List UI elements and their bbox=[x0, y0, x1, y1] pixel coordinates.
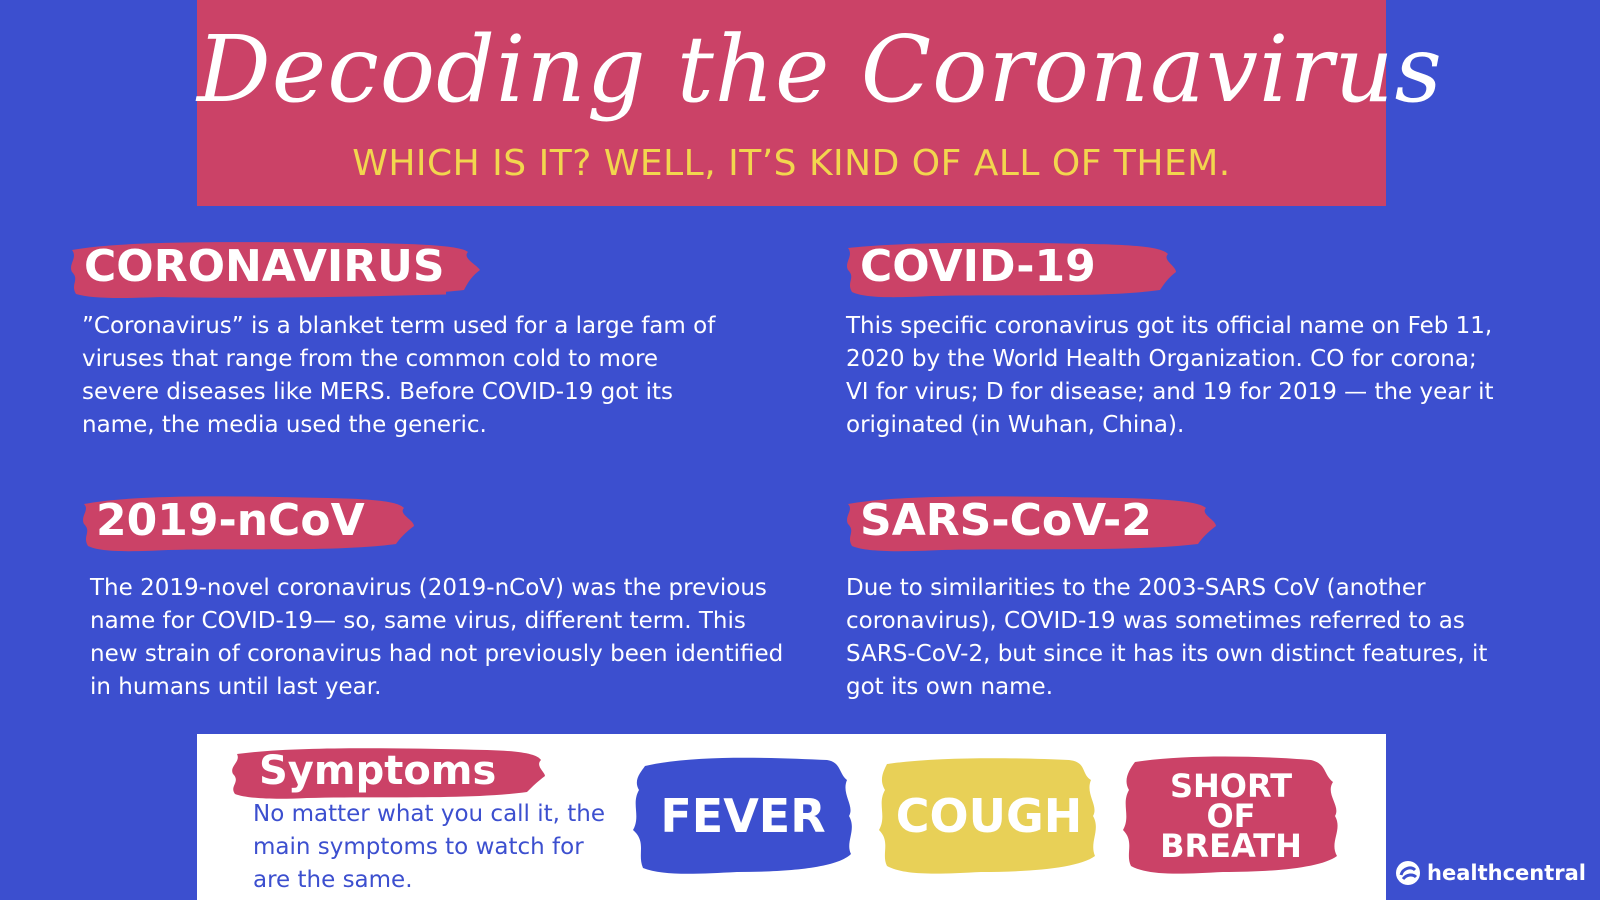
section-heading: SARS-CoV-2 bbox=[860, 495, 1152, 546]
section-heading: COVID-19 bbox=[860, 241, 1096, 292]
section-heading-wrapper: CORONAVIRUS bbox=[66, 236, 746, 298]
symptom-label: FEVER bbox=[660, 789, 826, 843]
section-heading-wrapper: 2019-nCoV bbox=[78, 490, 798, 552]
section-2019-ncov: 2019-nCoV The 2019-novel coronavirus (20… bbox=[78, 490, 798, 704]
symptom-label-line: BREATH bbox=[1160, 827, 1302, 865]
symptoms-panel: Symptoms No matter what you call it, the… bbox=[197, 734, 1386, 900]
brush-stroke-shape bbox=[879, 758, 1096, 874]
symptom-label-line: SHORT bbox=[1169, 767, 1293, 805]
section-heading-wrapper: SARS-CoV-2 bbox=[842, 490, 1502, 552]
brush-stroke-shape bbox=[232, 748, 545, 799]
section-covid-19: COVID-19 This specific coronavirus got i… bbox=[842, 236, 1502, 442]
section-text: Due to similarities to the 2003-SARS CoV… bbox=[846, 575, 1488, 700]
section-coronavirus: CORONAVIRUS ”Coronavirus” is a blanket t… bbox=[66, 236, 746, 442]
page-title: Decoding the Coronavirus bbox=[197, 16, 1443, 123]
symptoms-heading: Symptoms bbox=[259, 748, 497, 794]
symptoms-heading-wrapper: Symptoms bbox=[227, 744, 547, 800]
symptom-label-line: OF bbox=[1206, 797, 1256, 835]
section-heading-wrapper: COVID-19 bbox=[842, 236, 1502, 298]
symptoms-text: No matter what you call it, the main sym… bbox=[253, 801, 606, 893]
symptom-label: COUGH bbox=[895, 789, 1083, 843]
brush-stroke-shape bbox=[1123, 756, 1338, 874]
brush-stroke-shape bbox=[847, 242, 1176, 298]
page-subtitle: WHICH IS IT? WELL, IT’S KIND OF ALL OF T… bbox=[352, 143, 1231, 184]
symptom-fever: FEVER bbox=[627, 750, 859, 882]
section-heading: CORONAVIRUS bbox=[84, 241, 445, 292]
section-heading: 2019-nCoV bbox=[96, 495, 365, 546]
section-sars-cov-2: SARS-CoV-2 Due to similarities to the 20… bbox=[842, 490, 1502, 704]
brush-stroke-shape bbox=[847, 496, 1216, 552]
brush-stroke-shape bbox=[71, 242, 480, 298]
healthcentral-logo-icon bbox=[1396, 861, 1421, 885]
brush-stroke-shape bbox=[83, 496, 414, 552]
section-text: ”Coronavirus” is a blanket term used for… bbox=[82, 313, 716, 438]
section-text: This specific coronavirus got its offici… bbox=[846, 313, 1494, 438]
section-text: The 2019-novel coronavirus (2019-nCoV) w… bbox=[90, 575, 784, 700]
symptom-label: SHORT OF BREATH bbox=[1115, 750, 1347, 882]
header-banner: Decoding the Coronavirus WHICH IS IT? WE… bbox=[197, 0, 1443, 206]
brand-name: healthcentral bbox=[1427, 861, 1586, 885]
healthcentral-logo[interactable]: healthcentral bbox=[1395, 860, 1586, 886]
symptom-cough: COUGH bbox=[873, 750, 1105, 882]
brush-stroke-shape bbox=[633, 757, 852, 874]
symptom-short-of-breath: SHORT OF BREATH bbox=[1115, 750, 1347, 882]
